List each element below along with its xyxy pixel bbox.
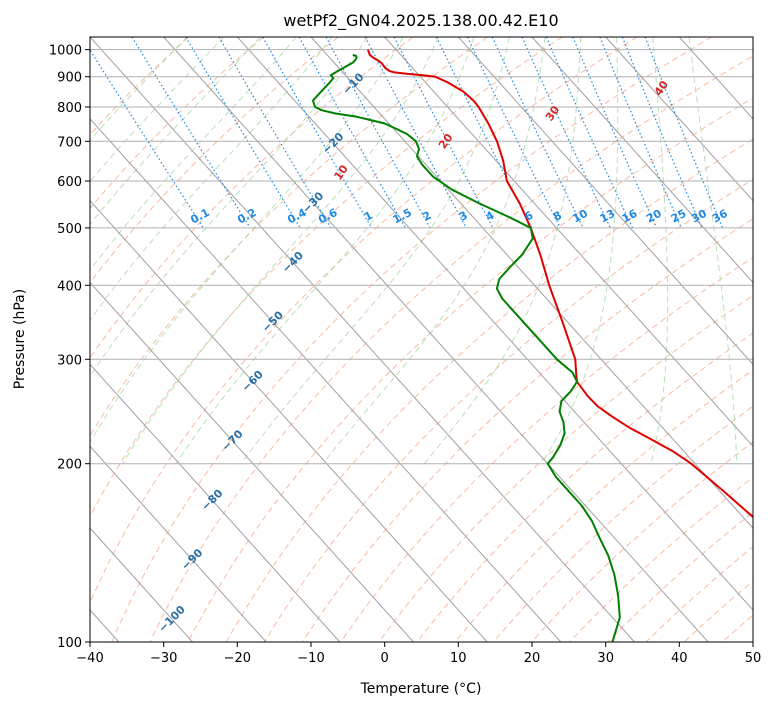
dry-adiabat-label: 10 (331, 162, 351, 182)
dry-adiabat-label: 40 (652, 78, 672, 98)
isotherm-line (237, 37, 775, 642)
moist-adiabat-line (123, 37, 439, 464)
x-tick-label: 30 (597, 651, 614, 666)
isotherm-line (90, 37, 635, 642)
dry-adiabat-line (0, 37, 488, 642)
mixing-ratio-label: 10 (570, 207, 590, 226)
dry-adiabat-line (379, 37, 775, 642)
mixing-ratio-label: 0.2 (235, 206, 258, 227)
isotherm-line (164, 37, 709, 642)
x-tick-label: −20 (224, 651, 251, 666)
dry-adiabat-line (684, 37, 775, 642)
series-layer (313, 50, 775, 642)
mixing-ratio-line (622, 37, 702, 228)
dry-adiabat-line (0, 37, 189, 642)
dry-adiabat-line (0, 37, 338, 642)
moist-adiabat-line (0, 37, 187, 464)
mixing-ratio-label: 0.1 (188, 206, 211, 227)
y-tick-label: 200 (57, 458, 82, 473)
moist-adiabat-line (78, 37, 403, 464)
mixing-ratio-line (645, 37, 723, 228)
dry-adiabat-line (646, 37, 775, 642)
mixing-ratio-label: 2 (421, 209, 434, 224)
x-axis-ticks: −40 −30 −20 −10 0 10 20 30 40 50 (76, 642, 761, 666)
moist-adiabat-line (39, 37, 367, 464)
y-tick-label: 700 (57, 135, 82, 150)
moist-adiabat-line (5, 37, 332, 464)
moist-adiabat-line (542, 37, 618, 464)
mixing-ratio-label: 20 (644, 207, 664, 226)
y-tick-label: 400 (57, 279, 82, 294)
x-tick-label: 50 (745, 651, 762, 666)
plot-frame (90, 37, 753, 642)
mixing-ratio-label: 36 (710, 207, 730, 226)
dry-adiabat-line (493, 37, 775, 642)
x-axis-label: Temperature (°C) (360, 681, 482, 697)
temperature-line (368, 50, 775, 642)
mixing-ratio-line (600, 37, 682, 228)
isotherm-line (0, 37, 266, 642)
x-tick-label: −30 (150, 651, 177, 666)
mixing-ratio-line (82, 37, 204, 228)
mixing-ratio-line (492, 37, 583, 228)
dry-adiabat-line (226, 37, 775, 642)
dry-adiabat-line (0, 37, 264, 642)
x-tick-label: −40 (76, 651, 103, 666)
y-tick-label: 600 (57, 175, 82, 190)
mixing-ratio-label: 6 (522, 209, 535, 224)
y-tick-label: 500 (57, 222, 82, 237)
isotherm-line (0, 37, 487, 642)
moist-adiabat-line (0, 37, 224, 464)
y-axis-label: Pressure (hPa) (12, 289, 28, 389)
mixing-ratio-line (326, 37, 430, 228)
x-tick-label: 20 (524, 651, 541, 666)
x-tick-label: 10 (450, 651, 467, 666)
moist-adiabat-line (689, 37, 737, 464)
mixing-ratio-label: 8 (551, 209, 564, 224)
y-tick-label: 800 (57, 101, 82, 116)
chart-title: wetPf2_GN04.2025.138.00.42.E10 (283, 11, 558, 31)
mixing-ratio-line (468, 37, 561, 228)
isotherm-line (385, 37, 775, 642)
isotherm-line (0, 37, 414, 642)
y-tick-label: 100 (57, 636, 82, 651)
isotherm-line (16, 37, 561, 642)
isotherm-label: −100 (156, 603, 188, 635)
x-tick-label: −10 (297, 651, 324, 666)
dry-adiabat-line (608, 37, 775, 642)
dry-adiabat-line (150, 37, 775, 642)
x-tick-label: 40 (671, 651, 688, 666)
moist-adiabat-line (651, 37, 668, 464)
dry-adiabat-line (761, 37, 775, 642)
dry-adiabat-line (265, 37, 775, 642)
mixing-ratio-label: 16 (620, 207, 640, 226)
y-tick-label: 1000 (49, 44, 82, 59)
background-lines (0, 37, 775, 642)
mixing-ratio-line (186, 37, 300, 228)
dry-adiabat-line (0, 37, 413, 642)
dry-adiabat-label: 30 (543, 103, 563, 123)
y-tick-label: 900 (57, 71, 82, 86)
mixing-ratio-line (573, 37, 657, 228)
mixing-ratio-line (546, 37, 632, 228)
y-axis-ticks: 100 200 300 400 500 600 700 800 900 1000 (49, 44, 90, 651)
isotherm-line (753, 37, 775, 642)
dry-adiabat-label: 20 (436, 131, 456, 151)
mixing-ratio-line (365, 37, 466, 228)
y-tick-label: 300 (57, 353, 82, 368)
x-tick-label: 0 (381, 651, 389, 666)
